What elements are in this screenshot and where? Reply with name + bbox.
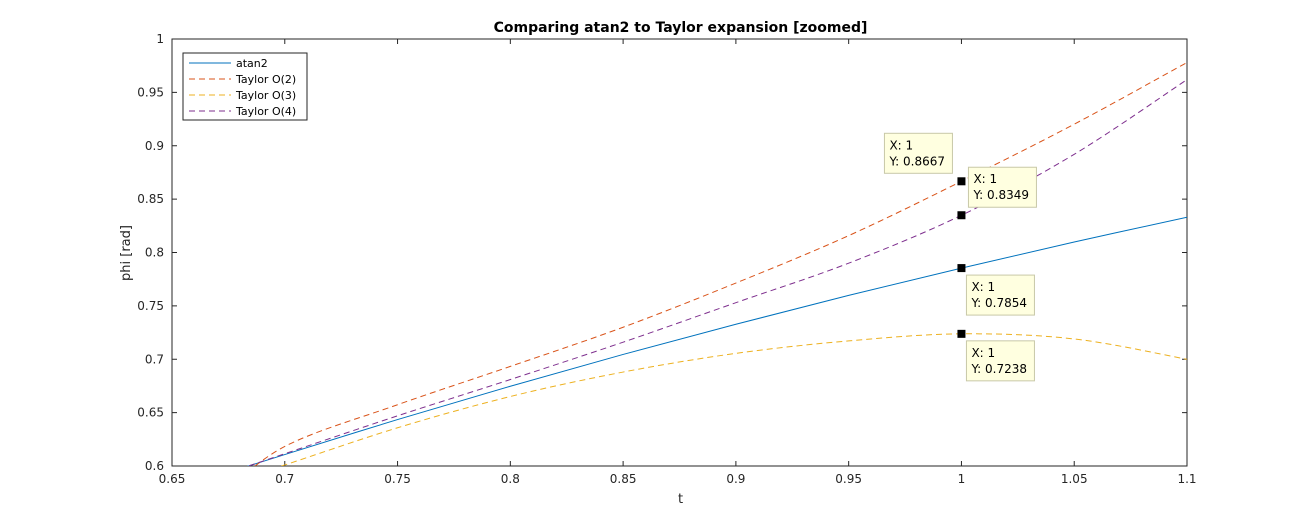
datatip-x-label: X: 1 <box>973 172 997 186</box>
y-tick-label: 0.75 <box>137 299 164 313</box>
datatip-box <box>965 274 1035 316</box>
datatip-marker[interactable] <box>957 211 966 220</box>
x-tick-label: 1 <box>958 472 966 486</box>
x-tick-label: 0.85 <box>610 472 637 486</box>
datatip-box <box>883 132 953 174</box>
y-tick-label: 0.7 <box>145 352 164 366</box>
plot-area: 0.65 0.7 0.75 0.8 0.85 0.9 0.95 1 1.05 1.10.60.65… <box>137 32 1196 486</box>
y-tick-label: 0.6 <box>145 459 164 473</box>
datatip-marker[interactable] <box>957 329 966 338</box>
y-tick-label: 0.95 <box>137 85 164 99</box>
datatip[interactable]: X: 1 Y: 0.7238 <box>957 329 1035 382</box>
x-tick-label: 1.05 <box>1061 472 1088 486</box>
legend-label: Taylor O(4) <box>235 105 296 118</box>
datatip-marker[interactable] <box>957 177 966 186</box>
x-tick-label: 0.9 <box>726 472 745 486</box>
x-tick-label: 1.1 <box>1177 472 1196 486</box>
y-tick-label: 0.9 <box>145 139 164 153</box>
x-tick-label: 0.7 <box>275 472 294 486</box>
datatip-x-label: X: 1 <box>971 280 995 294</box>
datatip-x-label: X: 1 <box>971 346 995 360</box>
x-tick-label: 0.65 <box>159 472 186 486</box>
y-tick-label: 1 <box>156 32 164 46</box>
y-tick-label: 0.8 <box>145 246 164 260</box>
datatip-x-label: X: 1 <box>889 138 913 152</box>
datatip-box <box>965 340 1035 382</box>
datatip[interactable]: X: 1 Y: 0.8667 <box>883 132 966 186</box>
chart-title: Comparing atan2 to Taylor expansion [zoo… <box>494 20 868 36</box>
y-tick-label: 0.85 <box>137 192 164 206</box>
axes-box <box>171 38 1188 467</box>
x-tick-label: 0.75 <box>384 472 411 486</box>
x-axis-label: t <box>678 492 683 507</box>
legend: atan2 Taylor O(2) Taylor O(3) Taylor O(4) <box>182 52 308 121</box>
datatip-y-label: Y: 0.7238 <box>970 362 1027 376</box>
datatip-box <box>967 166 1037 208</box>
series-line-taylor-o-2 <box>254 62 1187 466</box>
datatip-marker[interactable] <box>957 264 966 273</box>
legend-label: Taylor O(3) <box>235 89 296 102</box>
legend-box <box>182 52 308 121</box>
y-tick-label: 0.65 <box>137 406 164 420</box>
legend-label: atan2 <box>236 57 268 70</box>
datatip[interactable]: X: 1 Y: 0.8349 <box>957 166 1037 220</box>
datatip-y-label: Y: 0.8349 <box>972 188 1029 202</box>
y-axis-label: phi [rad] <box>119 225 134 281</box>
x-tick-label: 0.95 <box>835 472 862 486</box>
x-tick-label: 0.8 <box>501 472 520 486</box>
legend-label: Taylor O(2) <box>235 73 296 86</box>
datatip-y-label: Y: 0.7854 <box>970 296 1027 310</box>
datatip[interactable]: X: 1 Y: 0.7854 <box>957 264 1035 316</box>
series-line-atan2 <box>246 216 1187 466</box>
datatip-y-label: Y: 0.8667 <box>888 154 945 168</box>
